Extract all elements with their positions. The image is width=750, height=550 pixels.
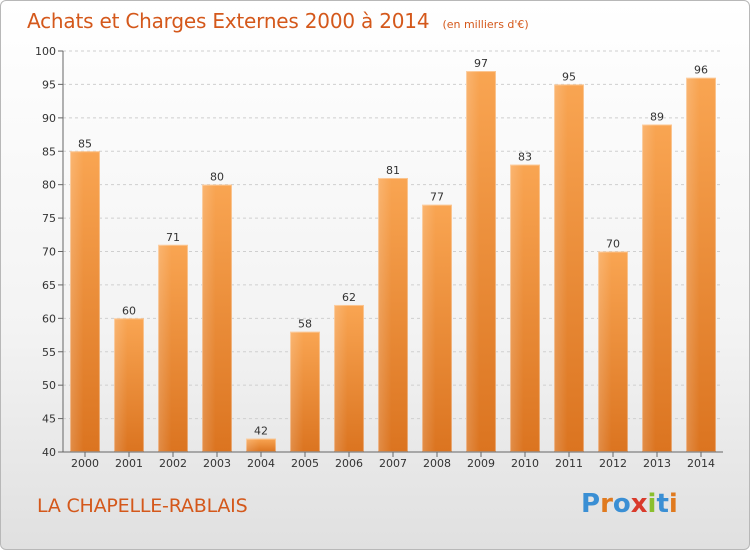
bar-value-label: 83 — [518, 151, 532, 164]
bar-highlight — [114, 318, 128, 452]
proxiti-logo[interactable]: Proxiti — [581, 489, 678, 519]
bar-value-label: 80 — [210, 171, 224, 184]
bar-highlight — [598, 251, 612, 452]
logo-letter: t — [656, 489, 669, 519]
y-tick-label: 100 — [35, 45, 56, 58]
y-tick-label: 95 — [42, 78, 56, 91]
y-tick-label: 55 — [42, 346, 56, 359]
x-tick-label: 2009 — [467, 457, 495, 470]
logo-letter: r — [600, 489, 613, 519]
bar-highlight — [510, 164, 524, 452]
x-tick-label: 2010 — [511, 457, 539, 470]
bar-highlight — [686, 77, 700, 452]
y-tick-label: 40 — [42, 446, 56, 459]
bar-highlight — [334, 304, 348, 452]
bar-value-label: 96 — [694, 64, 708, 77]
bar-highlight — [70, 151, 84, 452]
title-row: Achats et Charges Externes 2000 à 2014 (… — [27, 9, 529, 33]
x-tick-label: 2014 — [687, 457, 715, 470]
x-tick-label: 2004 — [247, 457, 275, 470]
y-tick-label: 90 — [42, 112, 56, 125]
x-tick-label: 2013 — [643, 457, 671, 470]
logo-letter: i — [668, 489, 678, 519]
y-tick-label: 50 — [42, 379, 56, 392]
bar-value-label: 81 — [386, 164, 400, 177]
bar-value-label: 70 — [606, 238, 620, 251]
bar-value-label: 42 — [254, 425, 268, 438]
bar-value-label: 71 — [166, 231, 180, 244]
x-tick-label: 2003 — [203, 457, 231, 470]
bar-highlight — [290, 331, 304, 452]
y-tick-label: 60 — [42, 312, 56, 325]
commune-name: LA CHAPELLE-RABLAIS — [37, 495, 248, 517]
bars-layer — [70, 71, 716, 453]
bar-highlight — [246, 438, 260, 452]
y-tick-label: 75 — [42, 212, 56, 225]
x-tick-label: 2000 — [71, 457, 99, 470]
bar-value-label: 58 — [298, 318, 312, 331]
chart-subtitle: (en milliers d'€) — [442, 18, 529, 31]
chart-title: Achats et Charges Externes 2000 à 2014 — [27, 9, 430, 33]
x-tick-label: 2008 — [423, 457, 451, 470]
logo-letter: P — [581, 489, 601, 519]
bar-value-label: 97 — [474, 57, 488, 70]
axis-layer — [58, 50, 723, 457]
bar-highlight — [642, 124, 656, 453]
bar-value-label: 60 — [122, 304, 136, 317]
y-tick-label: 85 — [42, 145, 56, 158]
y-tick-label: 45 — [42, 413, 56, 426]
y-tick-label: 65 — [42, 279, 56, 292]
bar-highlight — [202, 184, 216, 452]
y-tick-label: 80 — [42, 179, 56, 192]
bar-value-label: 77 — [430, 191, 444, 204]
bar-highlight — [158, 244, 172, 452]
x-tick-label: 2006 — [335, 457, 363, 470]
bar-value-label: 85 — [78, 137, 92, 150]
x-tick-label: 2011 — [555, 457, 583, 470]
x-tick-label: 2007 — [379, 457, 407, 470]
x-tick-label: 2012 — [599, 457, 627, 470]
x-tick-label: 2002 — [159, 457, 187, 470]
x-tick-label: 2005 — [291, 457, 319, 470]
bar-highlight — [422, 204, 436, 452]
bar-highlight — [378, 177, 392, 452]
bar-highlight — [554, 84, 568, 453]
labels-layer: 40 45 50 55 60 65 70 75 80 85 90 95 100 85 2000 60 2001 7… — [35, 45, 715, 470]
bar-value-label: 89 — [650, 111, 664, 124]
y-tick-label: 70 — [42, 246, 56, 259]
bar-highlight — [466, 71, 480, 453]
logo-letter: i — [647, 489, 657, 519]
logo-letter: x — [630, 489, 648, 519]
x-tick-label: 2001 — [115, 457, 143, 470]
bar-value-label: 95 — [562, 70, 576, 83]
bar-value-label: 62 — [342, 291, 356, 304]
logo-letter: o — [612, 489, 631, 519]
